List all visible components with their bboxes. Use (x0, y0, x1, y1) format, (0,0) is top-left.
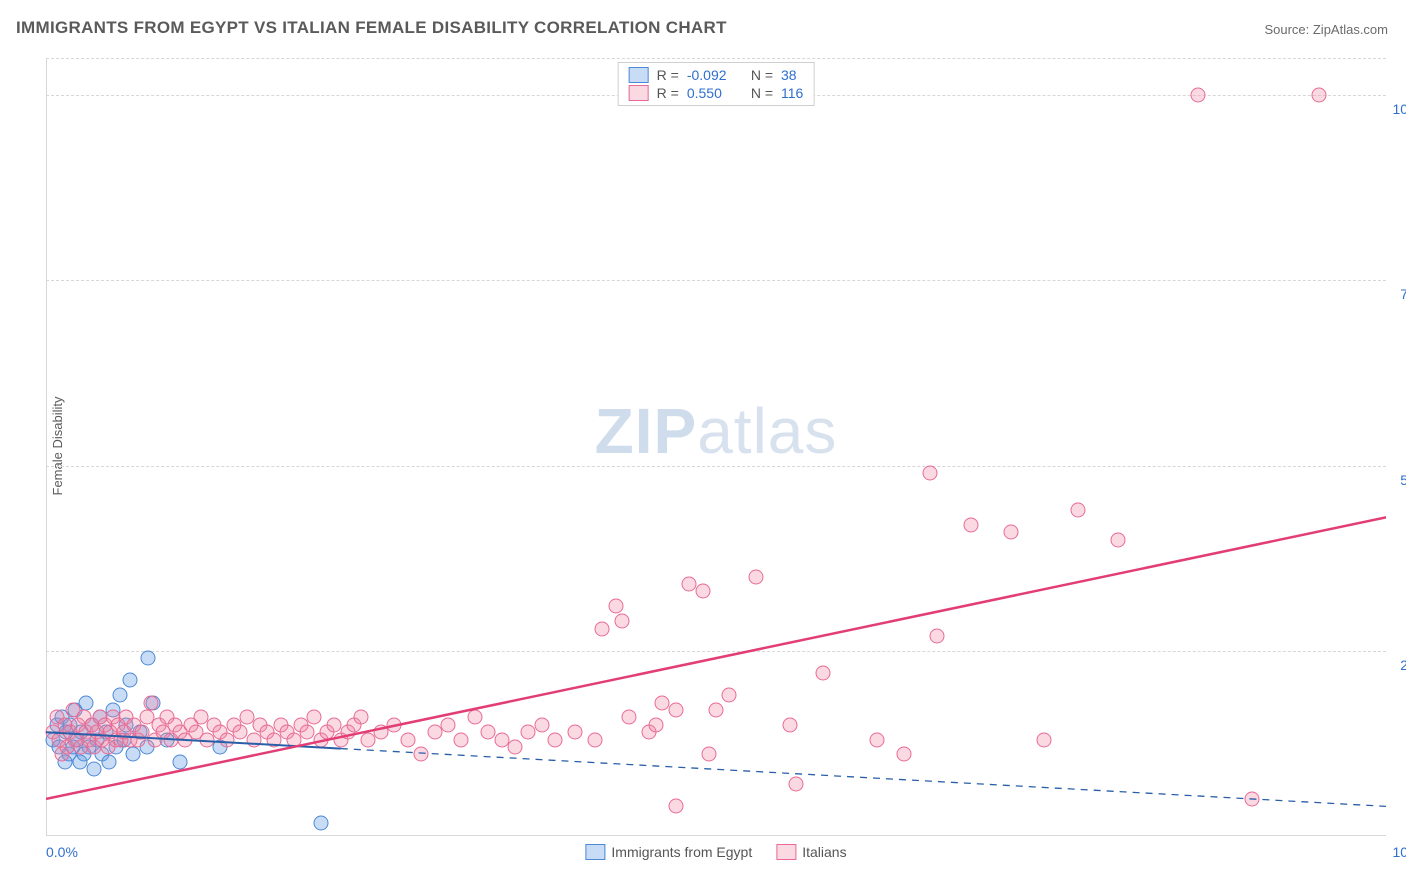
data-point (1312, 88, 1327, 103)
data-point (608, 599, 623, 614)
legend-r-label: R = (657, 85, 679, 101)
data-point (789, 777, 804, 792)
legend-row: R = -0.092 N = 38 (629, 67, 804, 83)
data-point (173, 754, 188, 769)
legend-r-label: R = (657, 67, 679, 83)
data-point (816, 665, 831, 680)
legend-n-value: 116 (781, 85, 803, 101)
data-point (648, 717, 663, 732)
data-point (1003, 525, 1018, 540)
legend-item: Immigrants from Egypt (585, 844, 752, 860)
data-point (1111, 532, 1126, 547)
gridline (46, 58, 1386, 59)
data-point (1245, 791, 1260, 806)
y-tick-label: 100.0% (1392, 101, 1406, 117)
data-point (79, 695, 94, 710)
data-point (307, 710, 322, 725)
watermark-rest: atlas (697, 395, 837, 467)
gridline (46, 280, 1386, 281)
legend-label: Italians (802, 844, 846, 860)
data-point (963, 517, 978, 532)
data-point (930, 628, 945, 643)
scatter-plot: ZIPatlas R = -0.092 N = 38 R = 0.550 N = … (46, 58, 1386, 836)
data-point (87, 762, 102, 777)
data-point (702, 747, 717, 762)
data-point (923, 465, 938, 480)
data-point (782, 717, 797, 732)
data-point (140, 651, 155, 666)
data-point (313, 815, 328, 830)
x-tick-label: 100.0% (1393, 844, 1406, 860)
data-point (621, 710, 636, 725)
x-tick-label: 0.0% (46, 844, 78, 860)
series-legend: Immigrants from Egypt Italians (585, 844, 846, 860)
legend-row: R = 0.550 N = 116 (629, 85, 804, 101)
data-point (1191, 88, 1206, 103)
data-point (869, 732, 884, 747)
legend-swatch (629, 67, 649, 83)
legend-item: Italians (776, 844, 846, 860)
source-name: ZipAtlas.com (1313, 22, 1388, 37)
watermark-bold: ZIP (595, 395, 698, 467)
legend-n-value: 38 (781, 67, 797, 83)
legend-n-label: N = (751, 67, 773, 83)
legend-swatch (776, 844, 796, 860)
data-point (668, 799, 683, 814)
gridline (46, 651, 1386, 652)
trend-line (341, 749, 1386, 807)
source-prefix: Source: (1264, 22, 1312, 37)
data-point (400, 732, 415, 747)
data-point (112, 688, 127, 703)
y-tick-label: 50.0% (1392, 472, 1406, 488)
x-axis-line (46, 835, 1386, 836)
data-point (467, 710, 482, 725)
data-point (353, 710, 368, 725)
data-point (615, 614, 630, 629)
data-point (534, 717, 549, 732)
legend-r-value: 0.550 (687, 85, 743, 101)
y-axis-line (46, 58, 47, 836)
data-point (101, 754, 116, 769)
data-point (568, 725, 583, 740)
chart-title: IMMIGRANTS FROM EGYPT VS ITALIAN FEMALE … (16, 18, 727, 38)
data-point (668, 703, 683, 718)
data-point (1037, 732, 1052, 747)
data-point (387, 717, 402, 732)
legend-n-label: N = (751, 85, 773, 101)
data-point (1070, 502, 1085, 517)
data-point (749, 569, 764, 584)
data-point (123, 673, 138, 688)
data-point (508, 740, 523, 755)
data-point (695, 584, 710, 599)
y-tick-label: 75.0% (1392, 286, 1406, 302)
legend-swatch (629, 85, 649, 101)
legend-r-value: -0.092 (687, 67, 743, 83)
data-point (588, 732, 603, 747)
y-tick-label: 25.0% (1392, 657, 1406, 673)
source-attribution: Source: ZipAtlas.com (1264, 22, 1388, 37)
data-point (709, 703, 724, 718)
correlation-legend: R = -0.092 N = 38R = 0.550 N = 116 (618, 62, 815, 106)
data-point (143, 695, 158, 710)
watermark: ZIPatlas (595, 394, 838, 468)
data-point (896, 747, 911, 762)
data-point (441, 717, 456, 732)
gridline (46, 466, 1386, 467)
data-point (595, 621, 610, 636)
legend-swatch (585, 844, 605, 860)
legend-label: Immigrants from Egypt (611, 844, 752, 860)
data-point (548, 732, 563, 747)
data-point (454, 732, 469, 747)
data-point (722, 688, 737, 703)
data-point (414, 747, 429, 762)
